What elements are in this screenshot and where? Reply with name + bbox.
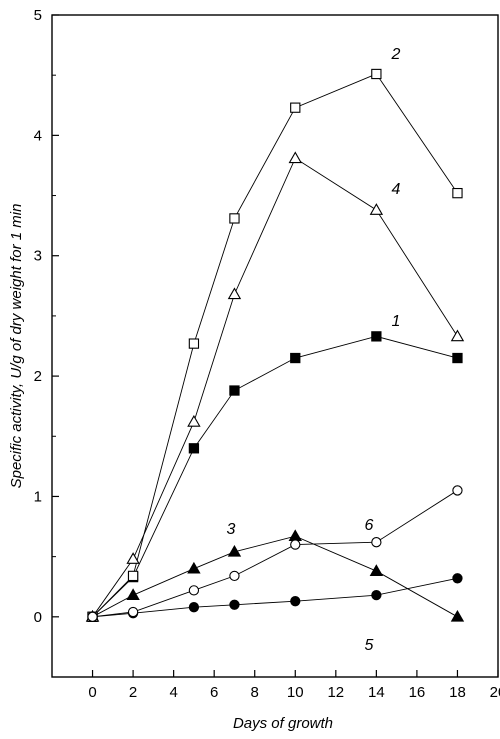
series-3-point-2 bbox=[187, 561, 201, 574]
y-tick-label-4: 4 bbox=[34, 127, 42, 144]
x-tick-label-0: 0 bbox=[88, 684, 96, 701]
series-3-point-6 bbox=[450, 609, 465, 622]
series-3-point-1 bbox=[126, 588, 140, 601]
series-4-point-6 bbox=[450, 329, 465, 342]
series-1-line bbox=[92, 335, 458, 618]
series-3-point-5 bbox=[369, 564, 384, 576]
series-1-point-3 bbox=[229, 385, 240, 396]
series-2-point-5 bbox=[371, 68, 382, 80]
x-tick-label-9: 18 bbox=[449, 684, 466, 701]
x-tick-label-3: 6 bbox=[210, 684, 218, 701]
series-6-point-3 bbox=[229, 570, 240, 582]
x-tick-label-2: 4 bbox=[169, 684, 177, 701]
series-6-point-4 bbox=[290, 539, 301, 550]
series-labels: 1 2 3 4 5 6 bbox=[227, 46, 401, 654]
series-6-point-1 bbox=[127, 606, 139, 618]
series-1-point-6 bbox=[452, 352, 463, 364]
series-3-line bbox=[92, 535, 458, 618]
plot-frame bbox=[51, 14, 499, 678]
series-2-point-1 bbox=[127, 570, 139, 582]
series-6-point-5 bbox=[371, 537, 382, 548]
series-2-point-4 bbox=[290, 102, 301, 113]
y-tick-label-0: 0 bbox=[34, 609, 42, 626]
series-2-line bbox=[92, 73, 458, 618]
x-tick-label-6: 12 bbox=[327, 684, 344, 701]
series-5-point-5 bbox=[371, 590, 382, 601]
series-6-point-2 bbox=[188, 585, 200, 596]
series-2-point-3 bbox=[229, 213, 240, 224]
series-1-point-4 bbox=[290, 352, 301, 364]
series-3-point-3 bbox=[227, 544, 242, 557]
y-tick-label-2: 2 bbox=[34, 368, 42, 385]
x-tick-label-7: 14 bbox=[368, 684, 385, 701]
series-3-point-4 bbox=[288, 529, 302, 542]
series-4-point-1 bbox=[126, 552, 140, 564]
series-6-line bbox=[92, 490, 458, 618]
x-tick-label-4: 8 bbox=[251, 684, 259, 701]
series-2-point-2 bbox=[188, 338, 200, 349]
y-axis-title: Specific activity, U/g of dry weight for… bbox=[8, 204, 25, 489]
series-6-point-0 bbox=[87, 611, 98, 622]
series-5-point-4 bbox=[290, 596, 301, 607]
series-5-point-2 bbox=[188, 602, 200, 613]
series-2-point-6 bbox=[452, 187, 463, 199]
x-axis-title: Days of growth bbox=[233, 715, 333, 732]
series-4-point-4 bbox=[288, 151, 302, 164]
series-4-point-2 bbox=[187, 414, 201, 427]
series-1-point-5 bbox=[371, 331, 382, 342]
y-tick-label-3: 3 bbox=[34, 248, 42, 265]
series-5-label: 5 bbox=[365, 637, 374, 654]
x-tick-label-8: 16 bbox=[409, 684, 426, 701]
series-5-point-6 bbox=[452, 573, 463, 584]
series-5-line bbox=[92, 577, 458, 618]
series-5-point-3 bbox=[229, 599, 240, 610]
series-4-label: 4 bbox=[392, 181, 401, 198]
y-tick-label-5: 5 bbox=[34, 7, 42, 24]
y-tick-label-1: 1 bbox=[34, 488, 42, 505]
series-3-label: 3 bbox=[227, 521, 236, 538]
x-tick-label-10: 20 bbox=[490, 684, 500, 701]
series-markers bbox=[85, 68, 465, 622]
series-2-label: 2 bbox=[391, 46, 401, 63]
series-lines bbox=[92, 73, 458, 618]
series-1-point-2 bbox=[188, 443, 200, 454]
axes: 02468101214161820012345 bbox=[34, 7, 500, 701]
series-6-label: 6 bbox=[365, 517, 374, 534]
x-tick-label-5: 10 bbox=[287, 684, 304, 701]
series-4-point-3 bbox=[227, 287, 242, 300]
x-tick-label-1: 2 bbox=[129, 684, 137, 701]
series-4-point-5 bbox=[369, 203, 384, 215]
series-1-label: 1 bbox=[392, 313, 401, 330]
series-6-point-6 bbox=[452, 485, 463, 496]
